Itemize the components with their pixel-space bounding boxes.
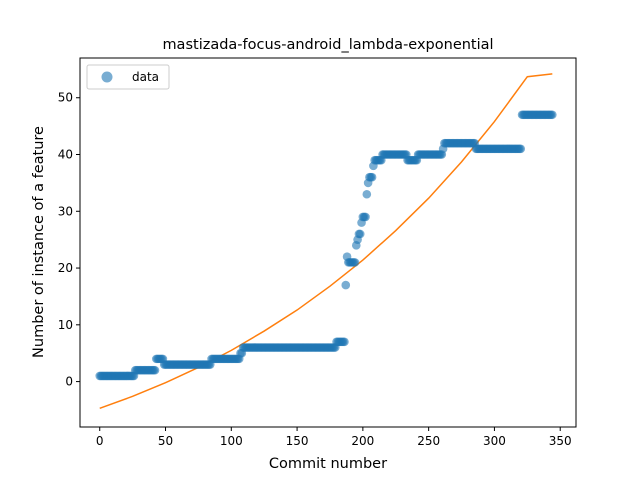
legend-marker-data (101, 71, 113, 83)
data-point (355, 229, 365, 239)
data-point (516, 144, 526, 154)
y-tick-label: 0 (65, 375, 73, 389)
legend-label-data: data (132, 70, 159, 84)
x-axis: 0 50 100 150 200 250 300 350 (96, 427, 572, 448)
y-tick-label: 40 (58, 148, 73, 162)
x-tick-label: 100 (220, 434, 243, 448)
data-point (361, 212, 370, 222)
chart-title: mastizada-focus-android_lambda-exponenti… (162, 37, 493, 53)
plot-frame (79, 57, 577, 428)
y-axis-label: Number of instance of a feature (31, 126, 47, 358)
fit-layer (99, 73, 553, 409)
y-tick-label: 50 (58, 91, 73, 105)
x-tick-label: 350 (549, 434, 572, 448)
data-point (340, 337, 349, 347)
plot-area (79, 57, 577, 428)
data-point (341, 280, 351, 290)
x-tick-label: 250 (417, 434, 440, 448)
y-axis: 0 10 20 30 40 50 (58, 91, 80, 389)
y-tick-label: 20 (58, 261, 73, 275)
points-layer (95, 110, 557, 381)
legend-box (86, 64, 170, 90)
data-point (548, 110, 557, 120)
x-tick-label: 0 (96, 434, 104, 448)
x-tick-label: 150 (286, 434, 309, 448)
data-point (350, 258, 360, 267)
data-point (367, 172, 377, 182)
data-point (150, 365, 160, 375)
data-point (362, 189, 372, 199)
x-axis-label: Commit number (269, 456, 387, 472)
x-tick-label: 200 (351, 434, 374, 448)
x-tick-label: 300 (483, 434, 506, 448)
y-tick-label: 30 (58, 204, 73, 218)
y-tick-label: 10 (58, 318, 73, 332)
legend: data (86, 64, 170, 90)
x-tick-label: 50 (158, 434, 173, 448)
fit-line (99, 73, 553, 409)
